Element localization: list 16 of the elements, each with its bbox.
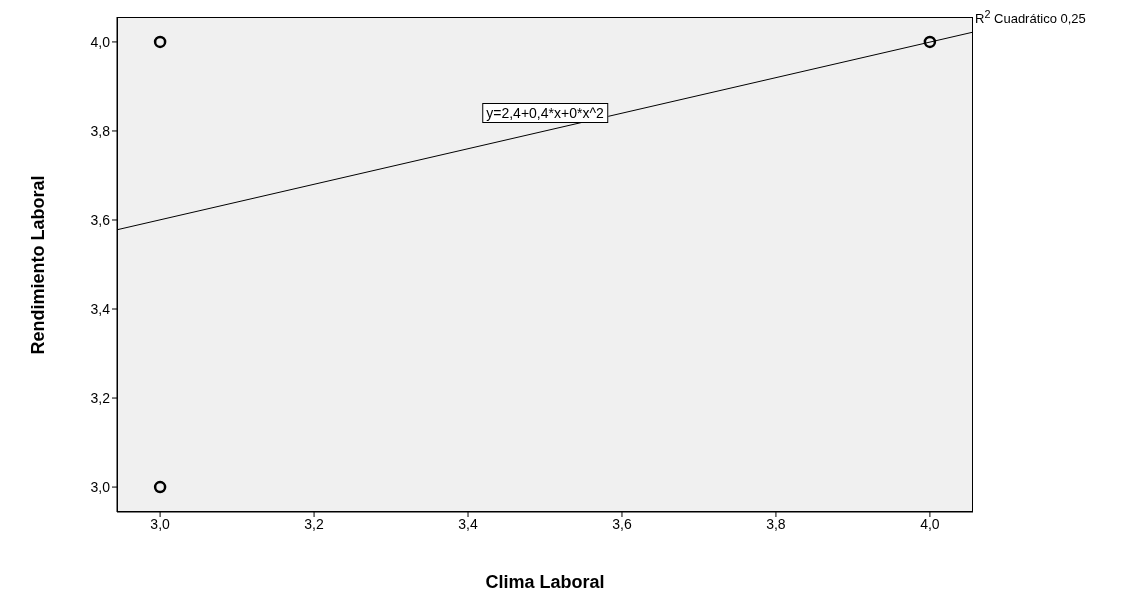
annotation: y=2,4+0,4*x+0*x^2 (482, 103, 608, 124)
y-tick-label: 3,2 (90, 390, 111, 407)
y-axis-title: Rendimiento Laboral (28, 175, 49, 355)
y-tick-label: 3,4 (90, 300, 111, 317)
x-tick-label: 3,6 (612, 515, 632, 532)
x-tick-label: 3,0 (150, 515, 171, 532)
x-tick-label: 3,2 (304, 515, 325, 532)
y-tick-label: 3,0 (90, 479, 111, 496)
y-tick-label: 3,8 (90, 122, 111, 139)
x-tick-label: 4,0 (920, 515, 940, 532)
x-axis-title: Clima Laboral (485, 572, 605, 592)
x-tick-label: 3,8 (766, 515, 786, 532)
x-tick-label: 3,4 (458, 515, 478, 532)
y-tick-label: 3,6 (90, 211, 111, 228)
text: R$^{2}$ Cuadrático 0,25 (975, 8, 1086, 27)
y-tick-label: 4,0 (90, 33, 111, 50)
